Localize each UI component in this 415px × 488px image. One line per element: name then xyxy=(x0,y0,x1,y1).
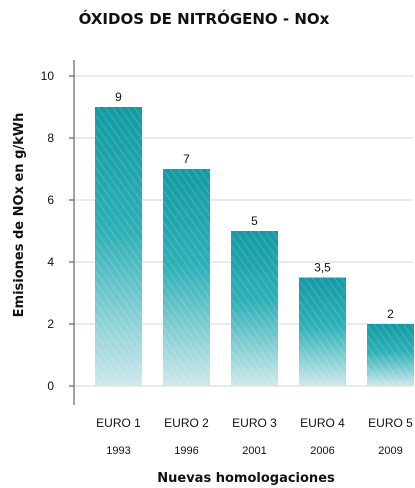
category-label-3: EURO 3 xyxy=(232,416,277,430)
bar-texture-2 xyxy=(163,169,210,386)
year-label-3: 2001 xyxy=(242,445,266,457)
labels-layer: 0 2 4 6 8 10 9 EURO 1 1993 7 EURO 2 1996 5 EURO 3 2001… xyxy=(41,69,414,457)
axis-layer xyxy=(69,60,75,405)
category-label-5: EURO 5 xyxy=(368,416,413,430)
year-label-4: 2006 xyxy=(310,445,334,457)
y-tick-label-10: 10 xyxy=(41,69,55,83)
bar-texture-3 xyxy=(231,231,278,386)
year-label-2: 1996 xyxy=(174,445,198,457)
data-label-1: 9 xyxy=(115,90,122,104)
year-label-1: 1993 xyxy=(106,445,130,457)
category-label-4: EURO 4 xyxy=(300,416,345,430)
data-label-3: 5 xyxy=(251,214,258,228)
y-tick-label-6: 6 xyxy=(47,193,54,207)
category-label-1: EURO 1 xyxy=(96,416,141,430)
y-tick-label-8: 8 xyxy=(47,131,54,145)
x-axis-title: Nuevas homologaciones xyxy=(157,471,335,486)
year-label-5: 2009 xyxy=(378,445,402,457)
bar-texture-4 xyxy=(299,277,346,386)
bar-texture-5 xyxy=(367,324,414,386)
bar-texture-1 xyxy=(95,107,142,386)
data-label-4: 3,5 xyxy=(314,261,331,275)
chart-title: ÓXIDOS DE NITRÓGENO - NOx xyxy=(79,9,330,28)
data-label-2: 7 xyxy=(183,152,190,166)
y-tick-label-4: 4 xyxy=(47,255,54,269)
data-label-5: 2 xyxy=(387,307,394,321)
y-tick-label-0: 0 xyxy=(47,379,54,393)
category-label-2: EURO 2 xyxy=(164,416,209,430)
y-tick-label-2: 2 xyxy=(47,317,54,331)
bars-layer xyxy=(95,107,414,386)
y-axis-title: Emisiones de NOx en g/kWh xyxy=(12,113,27,318)
